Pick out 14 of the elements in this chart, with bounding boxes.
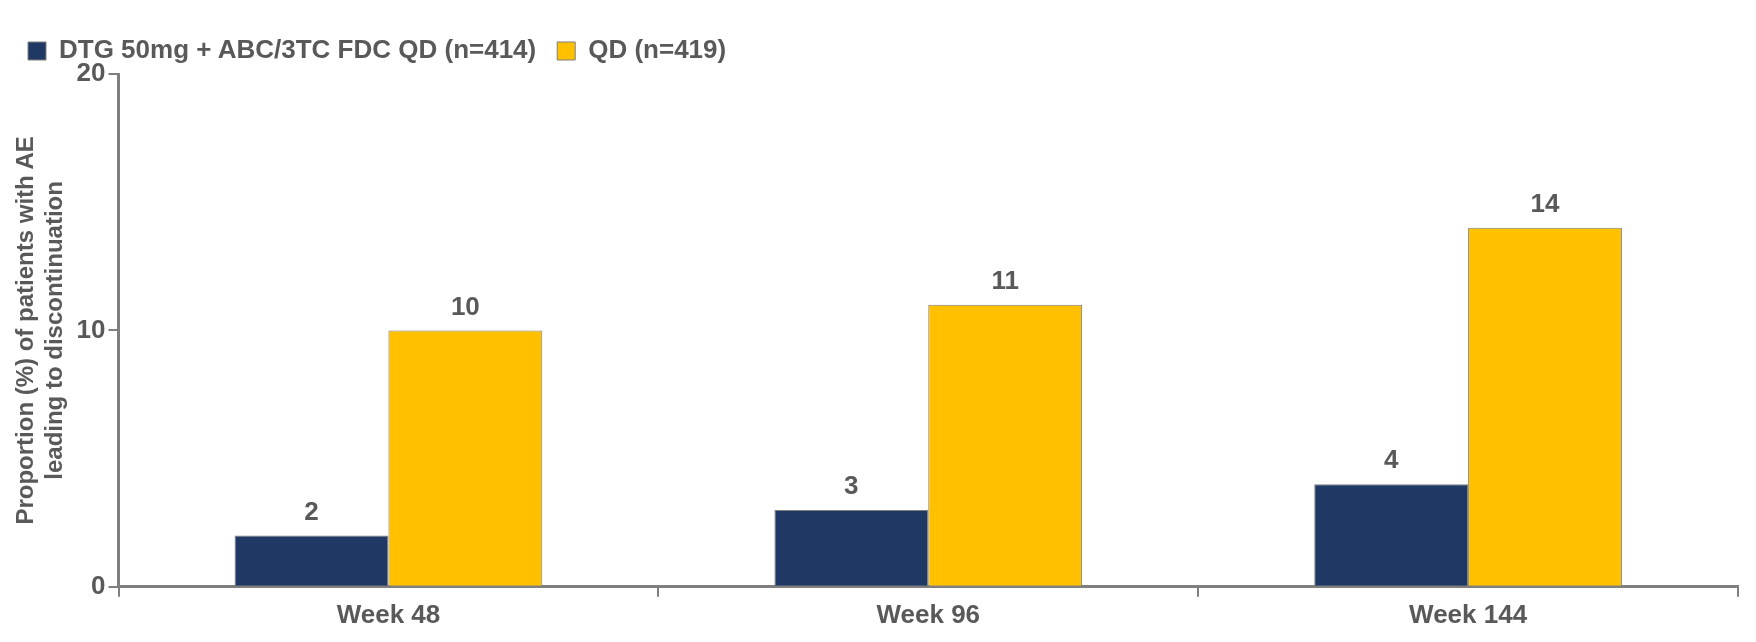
data-label: 10 bbox=[450, 290, 480, 321]
data-label: 11 bbox=[991, 264, 1019, 295]
x-tick-label: Week 96 bbox=[876, 598, 981, 629]
y-tick-label: 10 bbox=[76, 313, 106, 344]
x-tick-label: Week 144 bbox=[1409, 598, 1528, 629]
data-label: 3 bbox=[844, 470, 859, 501]
y-axis-title: Proportion (%) of patients with AE leading to discontinuation bbox=[11, 136, 67, 525]
legend-label: QD (n=419) bbox=[588, 34, 727, 65]
data-label: 2 bbox=[304, 495, 319, 526]
data-label: 14 bbox=[1530, 188, 1561, 219]
y-tick-label: 0 bbox=[91, 569, 106, 600]
data-label: 4 bbox=[1383, 444, 1399, 475]
y-tick-label: 20 bbox=[76, 57, 106, 88]
x-tick-label: Week 48 bbox=[336, 598, 441, 629]
